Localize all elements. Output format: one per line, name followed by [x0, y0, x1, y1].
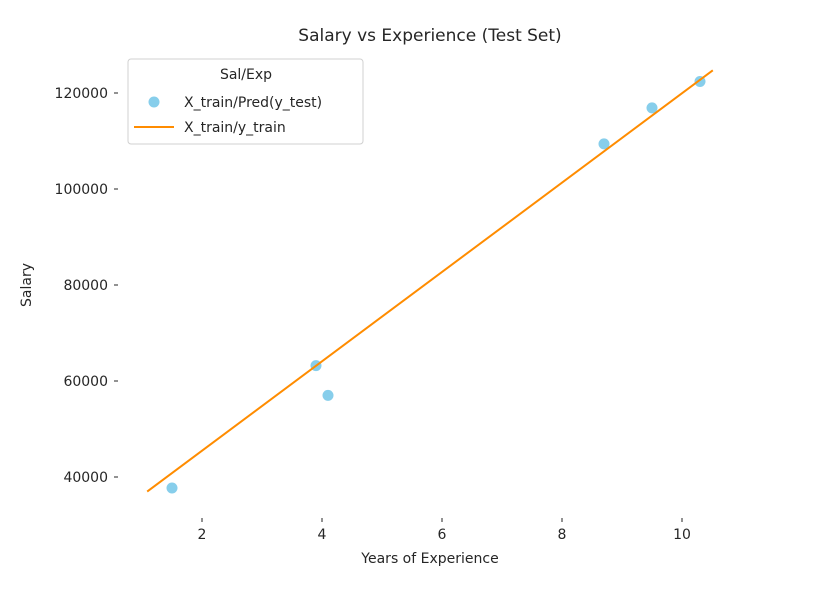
legend-box	[127, 58, 364, 145]
regression-line	[146, 69, 714, 493]
data-point	[322, 389, 334, 401]
y-axis-label: Salary	[19, 263, 35, 307]
y-axis: 40000 60000 80000 100000 120000	[55, 86, 118, 486]
chart-title: Salary vs Experience (Test Set)	[298, 26, 561, 46]
x-axis: 2 4 6 8 10	[198, 518, 691, 543]
legend-scatter-marker-icon	[148, 96, 160, 108]
x-tick-label: 6	[438, 527, 447, 543]
y-tick-label: 80000	[63, 278, 108, 294]
legend: Sal/Exp X_train/Pred(y_test) X_train/y_t…	[127, 58, 364, 145]
y-tick-label: 60000	[63, 374, 108, 390]
legend-entry-line: X_train/y_train	[184, 120, 286, 136]
legend-entry-scatter: X_train/Pred(y_test)	[184, 95, 322, 111]
x-tick-label: 10	[673, 527, 691, 543]
x-tick-label: 2	[198, 527, 207, 543]
y-tick-label: 120000	[55, 86, 108, 102]
data-point	[598, 138, 610, 150]
plot-area	[146, 69, 714, 494]
x-tick-label: 8	[558, 527, 567, 543]
x-axis-label: Years of Experience	[360, 551, 498, 567]
legend-title: Sal/Exp	[220, 67, 272, 83]
y-tick-label: 40000	[63, 470, 108, 486]
data-point	[646, 102, 658, 114]
x-tick-label: 4	[318, 527, 327, 543]
y-tick-label: 100000	[55, 182, 108, 198]
data-point	[166, 482, 178, 494]
